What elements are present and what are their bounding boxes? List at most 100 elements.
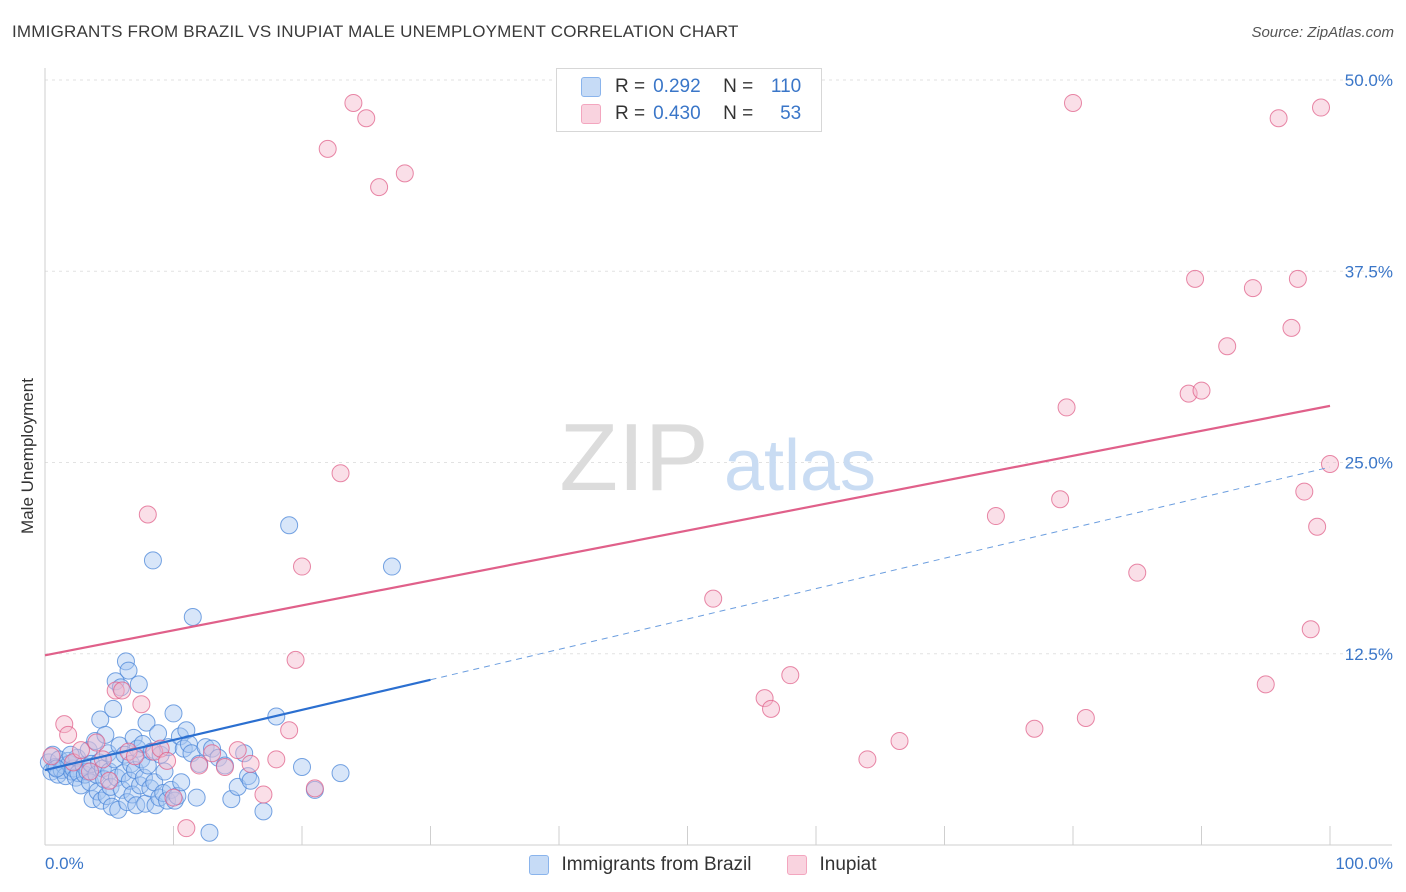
stats-box: R = 0.292 N = 110 R = 0.430 N = 53: [556, 68, 822, 132]
brazil-point: [79, 741, 98, 760]
stats-row-inupiat: R = 0.430 N = 53: [581, 101, 801, 127]
inupiat-point: [1282, 318, 1301, 337]
stats-r-value: 0.292: [653, 76, 701, 97]
brazil-point: [209, 748, 228, 767]
inupiat-point: [1051, 490, 1070, 509]
inupiat-point: [280, 721, 299, 740]
inupiat-point: [164, 788, 183, 807]
inupiat-point: [318, 139, 337, 158]
legend-swatch-brazil: [529, 855, 550, 875]
inupiat-point: [113, 681, 132, 700]
inupiat-point: [858, 750, 877, 769]
brazil-point: [110, 736, 129, 755]
inupiat-point: [106, 681, 125, 700]
inupiat-point: [203, 744, 222, 763]
brazil-point: [164, 704, 183, 723]
stats-n-label: N =: [723, 76, 754, 97]
inupiat-point: [1218, 337, 1237, 356]
legend: Immigrants from Brazil Inupiat: [0, 852, 1406, 878]
inupiat-point: [177, 819, 196, 838]
watermark: ZIP atlas: [559, 404, 876, 511]
inupiat-point: [228, 741, 247, 760]
inupiat-point: [781, 666, 800, 685]
inupiat-point: [241, 754, 260, 773]
brazil-point: [203, 739, 222, 758]
brazil-point: [104, 699, 123, 718]
trend-line-brazil-extension: [430, 466, 1331, 681]
series-brazil-points: [39, 516, 401, 842]
inupiat-point: [1192, 381, 1211, 400]
legend-label-inupiat: Inupiat: [819, 854, 877, 875]
legend-label-brazil: Immigrants from Brazil: [561, 854, 752, 875]
inupiat-point: [71, 741, 90, 760]
brazil-point: [119, 661, 138, 680]
tick-labels: 12.5% 25.0% 37.5% 50.0% 0.0% 100.0%: [45, 71, 1393, 873]
y-tick-label: 50.0%: [1345, 71, 1393, 90]
inupiat-point: [1288, 269, 1307, 288]
chart-title: IMMIGRANTS FROM BRAZIL VS INUPIAT MALE U…: [12, 22, 739, 41]
brazil-point: [254, 802, 273, 821]
inupiat-point: [357, 109, 376, 128]
brazil-point: [123, 785, 142, 804]
inupiat-point: [42, 747, 61, 766]
inupiat-point: [395, 164, 414, 183]
stats-row-brazil: R = 0.292 N = 110: [581, 74, 801, 100]
y-tick-label: 37.5%: [1345, 262, 1393, 281]
stats-n-value: 53: [780, 103, 802, 124]
trend-lines: [44, 404, 1331, 772]
inupiat-point: [100, 771, 119, 790]
brazil-point: [106, 672, 125, 691]
inupiat-point: [1312, 98, 1331, 117]
brazil-point: [172, 773, 191, 792]
inupiat-point: [331, 464, 350, 483]
inupiat-point: [890, 731, 909, 750]
brazil-point: [111, 678, 130, 697]
brazil-point: [137, 713, 156, 732]
brazil-point: [293, 757, 311, 776]
inupiat-point: [1186, 269, 1205, 288]
inupiat-point: [370, 178, 389, 197]
brazil-point: [101, 777, 120, 796]
stats-swatch-inupiat: [581, 104, 601, 124]
brazil-point: [382, 557, 401, 576]
series-inupiat-points: [42, 93, 1339, 838]
inupiat-point: [1256, 675, 1275, 694]
gridlines: [45, 79, 1392, 655]
inupiat-point: [125, 747, 144, 766]
legend-item-brazil[interactable]: Immigrants from Brazil: [529, 854, 751, 876]
brazil-point: [114, 764, 133, 783]
inupiat-point: [138, 505, 157, 524]
legend-item-inupiat[interactable]: Inupiat: [787, 854, 877, 876]
inupiat-point: [1301, 620, 1320, 639]
stats-n-label: N =: [723, 103, 754, 124]
inupiat-point: [254, 785, 273, 804]
inupiat-point: [986, 507, 1005, 526]
inupiat-point: [93, 750, 112, 769]
inupiat-point: [286, 650, 305, 669]
stats-r-label: R =: [615, 103, 646, 124]
trend-line-brazil: [44, 678, 431, 772]
brazil-point: [143, 551, 162, 570]
inupiat-point: [704, 589, 723, 608]
brazil-point: [331, 764, 350, 783]
brazil-point: [183, 608, 202, 627]
brazil-point: [155, 762, 174, 781]
brazil-point: [134, 768, 153, 787]
legend-swatch-inupiat: [787, 855, 808, 875]
inupiat-point: [1321, 455, 1339, 474]
watermark-atlas: atlas: [724, 426, 876, 506]
inupiat-point: [132, 695, 151, 714]
brazil-point: [177, 721, 196, 740]
inupiat-point: [80, 762, 99, 781]
inupiat-point: [762, 699, 781, 718]
brazil-point: [127, 796, 146, 815]
inupiat-point: [87, 733, 106, 752]
stats-r-value: 0.430: [653, 103, 701, 124]
inupiat-point: [1269, 109, 1288, 128]
inupiat-point: [305, 779, 324, 798]
brazil-point: [109, 800, 128, 819]
stats-n-value: 110: [770, 76, 802, 97]
y-tick-label: 12.5%: [1345, 645, 1393, 664]
inupiat-point: [344, 93, 363, 112]
inupiat-point: [267, 750, 286, 769]
